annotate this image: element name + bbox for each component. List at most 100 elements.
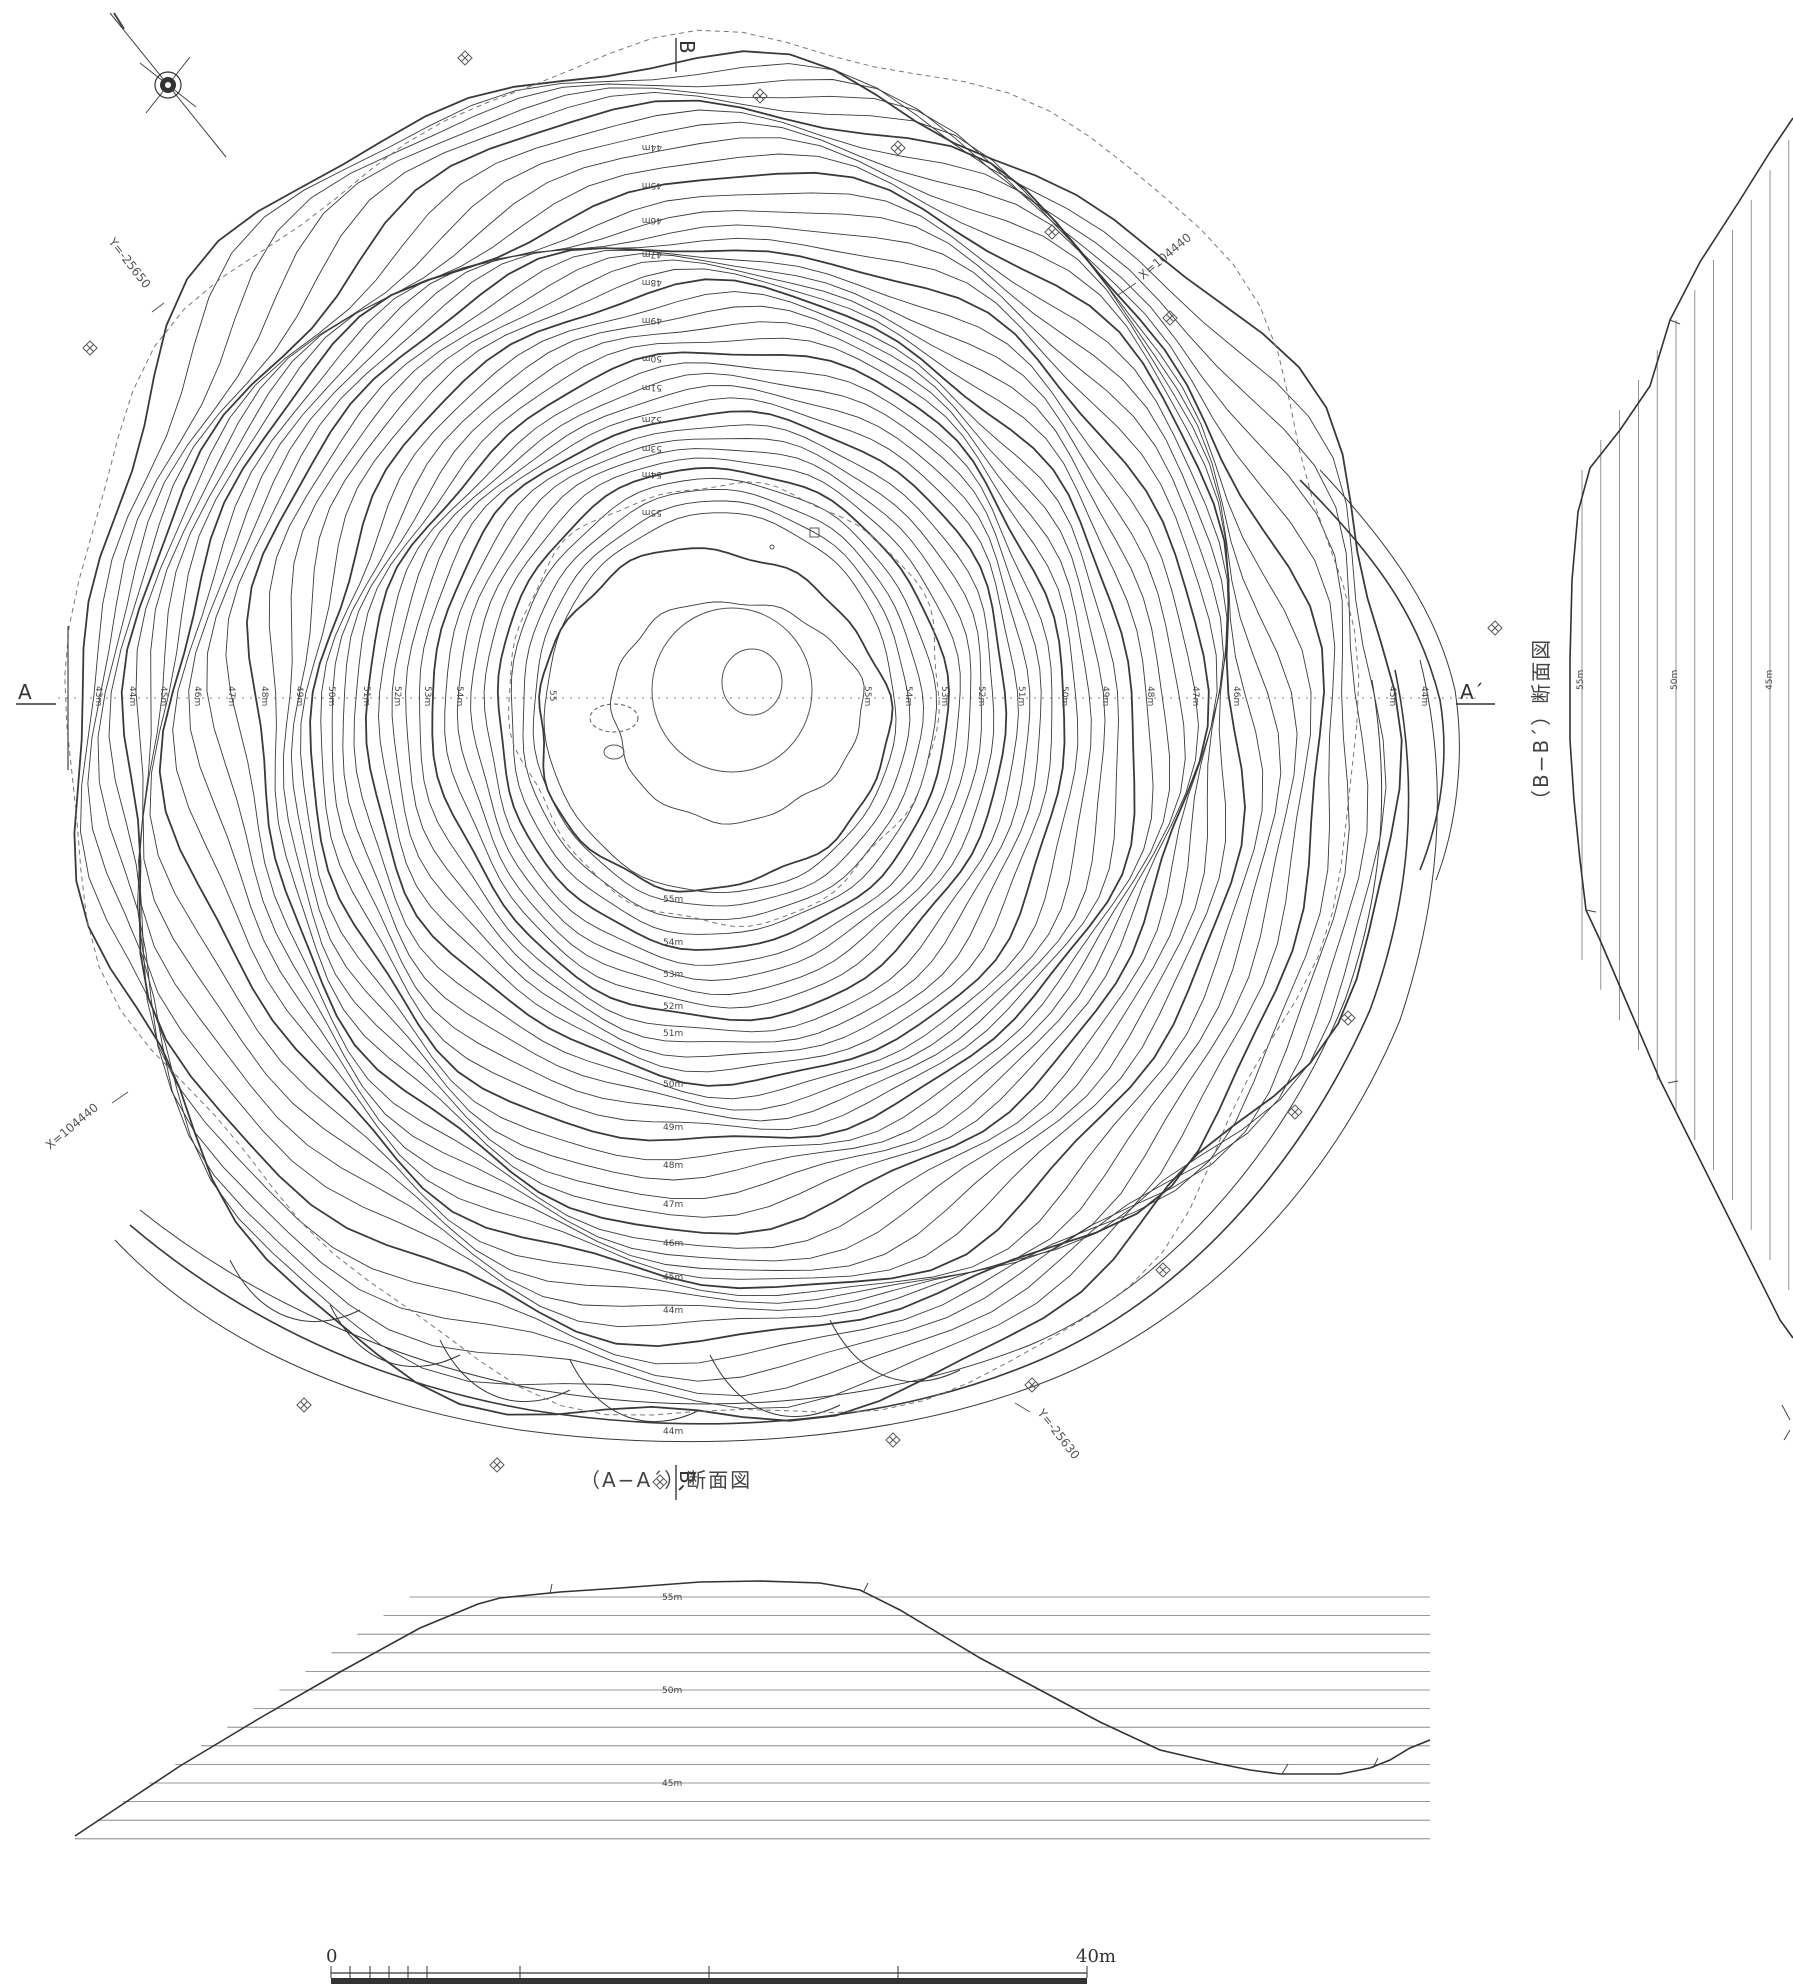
elevation-label: 53m xyxy=(663,970,683,980)
contour-line xyxy=(225,237,1218,1249)
survey-point-icon xyxy=(1340,1010,1356,1026)
survey-point-cross xyxy=(1291,1108,1299,1116)
section-aa-hatching xyxy=(75,1596,1430,1840)
contour-line xyxy=(87,79,1369,1397)
contour-line xyxy=(364,351,1066,1087)
survey-point-cross xyxy=(1344,1014,1352,1022)
section-aa-title: （A−A´）断面図 xyxy=(580,1468,752,1492)
lobe-contour xyxy=(829,1319,961,1383)
elevation-label: 48m xyxy=(642,277,662,287)
elevation-label: 55 xyxy=(547,690,557,701)
survey-point-icon xyxy=(1487,620,1503,636)
survey-point-cross xyxy=(86,344,94,352)
contour-line xyxy=(320,291,1119,1131)
elevation-label: 53m xyxy=(642,443,662,453)
coordinate-label-y-top-left: Y=-25650 xyxy=(105,234,154,291)
elevation-label: 46m xyxy=(642,215,662,225)
elevation-label: 47m xyxy=(642,249,662,259)
outer-contour-line xyxy=(1319,469,1460,881)
north-arrow-icon xyxy=(109,12,227,158)
coordinate-label-y-bottom-right: Y=-25630 xyxy=(1034,1405,1083,1462)
survey-point-cross xyxy=(894,144,902,152)
contour-line xyxy=(456,438,982,995)
lobe-contour xyxy=(329,1304,461,1368)
survey-point-cross xyxy=(300,1401,308,1409)
section-bb-profile xyxy=(1569,117,1793,1339)
survey-point-cross xyxy=(1159,1266,1167,1274)
contour-line xyxy=(538,547,894,893)
section-mark-b-prime: B、 xyxy=(675,1470,699,1504)
elevation-label: 45m xyxy=(1387,686,1397,706)
survey-point-icon xyxy=(890,140,906,156)
elevation-label: 50m xyxy=(1059,686,1069,706)
contour-line xyxy=(496,466,950,951)
contour-line xyxy=(309,278,1136,1142)
dashed-outline xyxy=(64,29,1360,1416)
outer-contour-line xyxy=(114,659,1438,1443)
elevation-label: 47m xyxy=(226,686,236,706)
elevation-label: 52m xyxy=(642,414,662,424)
survey-point-cross xyxy=(1048,228,1056,236)
contour-line xyxy=(610,601,865,825)
contour-line xyxy=(353,337,1079,1100)
lobe-contour xyxy=(229,1259,361,1323)
survey-point-icon xyxy=(457,50,473,66)
summit-ring xyxy=(651,607,813,773)
elevation-label: 47m xyxy=(663,1200,683,1210)
coordinate-tick-x-bottom-left xyxy=(111,1091,129,1104)
contour-line xyxy=(444,424,995,1009)
survey-point-cross xyxy=(889,1436,897,1444)
contour-line xyxy=(282,253,1186,1200)
elevation-label: 55m xyxy=(663,895,683,905)
summit-knob xyxy=(721,648,783,716)
coordinate-tick-y-bottom-right xyxy=(1014,1402,1031,1413)
contour-line xyxy=(135,109,1312,1328)
contour-line xyxy=(378,362,1053,1073)
contour-lines xyxy=(73,50,1460,1443)
elevation-label: 44m xyxy=(127,686,137,706)
elevation-label: 44m xyxy=(1419,686,1429,706)
scale-bar-fill xyxy=(331,1978,1087,1984)
coordinate-label-x-top-right: X=104440 xyxy=(1136,230,1194,282)
survey-point-icon xyxy=(1044,224,1060,240)
elevation-label: 46m xyxy=(192,686,202,706)
elevation-label: 51m xyxy=(642,382,662,392)
contour-line xyxy=(510,477,937,935)
section-aa: （A−A´）断面図 55m 50m 45m xyxy=(74,1468,1431,1840)
contour-line xyxy=(405,385,1031,1043)
section-aa-profile xyxy=(74,1580,1431,1837)
elevation-label: 52m xyxy=(663,1002,683,1012)
contour-line xyxy=(431,410,1008,1022)
elevation-label: 54m xyxy=(903,686,913,706)
scale-bar-ticks xyxy=(330,1966,1088,1978)
elevation-label: 53m xyxy=(422,686,432,706)
elevation-label: 45m xyxy=(663,1273,683,1283)
elevation-label: 52m xyxy=(976,686,986,706)
section-aa-label-55m: 55m xyxy=(662,1593,682,1603)
elevation-label: 49m xyxy=(1100,686,1110,706)
section-bb-ticks xyxy=(1585,319,1791,1441)
elevation-label: 45m xyxy=(642,180,662,190)
lobe-contour xyxy=(439,1339,571,1403)
contour-line xyxy=(290,259,1171,1181)
contour-line xyxy=(142,137,1282,1304)
section-aa-ticks xyxy=(549,1582,1379,1775)
scale-bar-end: 40m xyxy=(1076,1946,1116,1967)
scale-bar-start: 0 xyxy=(326,1946,337,1967)
elevation-label: 49m xyxy=(663,1123,683,1133)
summit-mound xyxy=(603,744,625,760)
elevation-label: 49m xyxy=(642,315,662,325)
contour-line xyxy=(206,224,1224,1262)
survey-points xyxy=(82,50,1503,1490)
contour-line xyxy=(73,50,1403,1422)
elevation-label: 46m xyxy=(1231,686,1241,706)
elevation-label: 44m xyxy=(663,1427,683,1437)
survey-point-icon xyxy=(885,1432,901,1448)
elevation-label: 46m xyxy=(663,1239,683,1249)
coordinate-tick-x-top-right xyxy=(1117,282,1137,296)
elevation-label: 55m xyxy=(642,507,662,517)
elevation-label: 51m xyxy=(1016,686,1026,706)
section-bb-label-45m: 45m xyxy=(1765,670,1775,690)
contour-line xyxy=(149,153,1264,1297)
